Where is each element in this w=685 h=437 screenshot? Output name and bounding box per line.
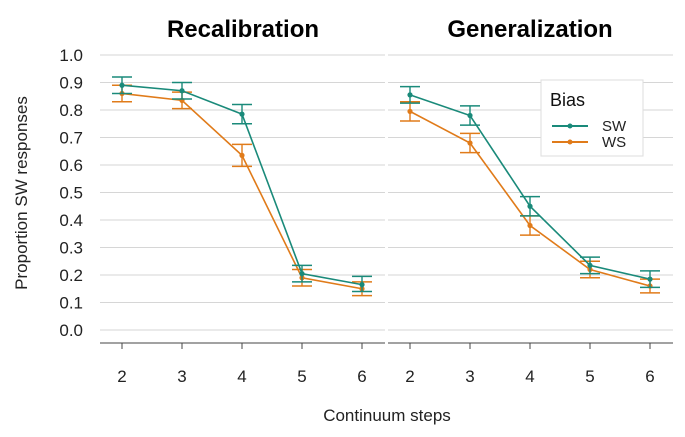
data-point-sw-step-4-panel-0	[239, 111, 245, 117]
legend: Bias SW WS	[540, 79, 644, 157]
y-tick-label-0.0: 0.0	[59, 321, 83, 340]
legend-marker-sw	[567, 123, 573, 129]
y-tick-label-1.0: 1.0	[59, 46, 83, 65]
data-point-ws-step-3-panel-1	[467, 140, 473, 146]
x-tick-label-4-panel-1: 4	[525, 367, 534, 386]
data-point-sw-step-5-panel-0	[299, 271, 305, 277]
y-tick-label-0.9: 0.9	[59, 74, 83, 93]
data-point-sw-step-6-panel-0	[359, 282, 365, 288]
data-point-sw-step-2-panel-0	[119, 82, 125, 88]
legend-title: Bias	[550, 90, 585, 110]
data-point-sw-step-3-panel-0	[179, 88, 185, 94]
axis-layer: 2 3 4 5 6 2 3 4 5 6 0.0 0.1 0.2 0.3 0.4 0.5 0.6 0.7 0.8 0.9…	[59, 46, 673, 386]
y-tick-label-0.1: 0.1	[59, 294, 83, 313]
x-tick-label-6-panel-1: 6	[645, 367, 654, 386]
data-point-ws-step-2-panel-1	[407, 108, 413, 114]
x-axis-label: Continuum steps	[323, 406, 451, 425]
x-tick-label-3-panel-1: 3	[465, 367, 474, 386]
y-tick-label-0.2: 0.2	[59, 266, 83, 285]
data-point-ws-step-4-panel-1	[527, 222, 533, 229]
panel-title-generalization: Generalization	[447, 16, 612, 43]
y-tick-label-0.7: 0.7	[59, 129, 83, 148]
x-tick-label-2-panel-1: 2	[405, 367, 414, 386]
legend-label-sw: SW	[602, 118, 627, 135]
data-point-sw-step-3-panel-1	[467, 112, 473, 119]
y-tick-label-0.4: 0.4	[59, 211, 83, 230]
legend-box	[540, 79, 644, 157]
data-point-ws-step-4-panel-0	[239, 152, 245, 158]
y-tick-label-0.8: 0.8	[59, 101, 83, 120]
y-tick-label-0.6: 0.6	[59, 156, 83, 175]
x-tick-label-2-panel-0: 2	[117, 367, 126, 386]
x-tick-label-4-panel-0: 4	[237, 367, 246, 386]
legend-label-ws: WS	[602, 134, 626, 151]
data-point-sw-step-6-panel-1	[647, 276, 653, 282]
x-tick-label-6-panel-0: 6	[357, 367, 366, 386]
data-point-sw-step-5-panel-1	[587, 262, 593, 268]
panel-title-recalibration: Recalibration	[167, 16, 319, 43]
x-tick-label-5-panel-0: 5	[297, 367, 306, 386]
x-tick-label-5-panel-1: 5	[585, 367, 594, 386]
legend-marker-ws	[567, 139, 573, 145]
x-tick-label-3-panel-0: 3	[177, 367, 186, 386]
y-axis-label: Proportion SW responses	[12, 96, 31, 290]
series-layer	[112, 76, 660, 297]
data-point-sw-step-4-panel-1	[527, 203, 533, 209]
y-tick-label-0.5: 0.5	[59, 184, 83, 203]
y-tick-label-0.3: 0.3	[59, 239, 83, 258]
data-point-sw-step-2-panel-1	[407, 92, 413, 98]
